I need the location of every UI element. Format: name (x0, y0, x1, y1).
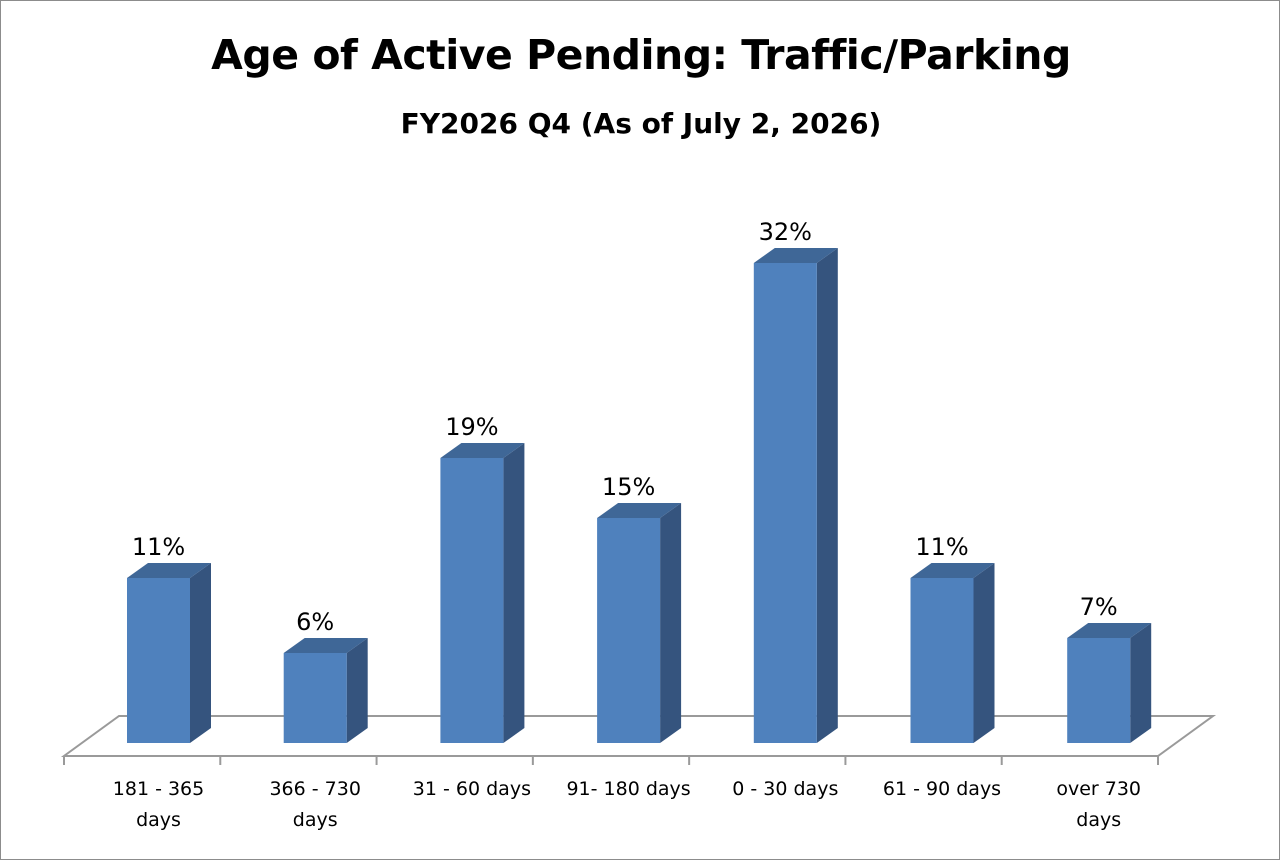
data-label: 7% (1080, 593, 1118, 621)
x-tick-label: 31 - 60 days (413, 778, 531, 800)
data-label: 6% (296, 608, 334, 636)
bar-top (127, 563, 211, 578)
chart-title: Age of Active Pending: Traffic/Parking (211, 31, 1071, 79)
bar-side (973, 563, 995, 743)
bar (597, 518, 661, 743)
bar (1067, 638, 1131, 743)
data-label: 32% (759, 218, 812, 246)
bar (127, 578, 190, 743)
bar-top (440, 443, 525, 458)
bar (910, 578, 974, 743)
bar (283, 653, 347, 743)
bar-top (910, 563, 995, 578)
data-label: 19% (445, 413, 498, 441)
x-tick-label: 366 - 730 (269, 778, 360, 800)
x-tick-label: days (136, 809, 181, 831)
bar-side (503, 443, 525, 743)
bar-top (597, 503, 682, 518)
data-label: 15% (602, 473, 655, 501)
x-tick-label: days (293, 809, 338, 831)
x-tick-label: days (1076, 809, 1121, 831)
x-tick-label: 91- 180 days (566, 778, 690, 800)
x-tick-label: over 730 (1056, 778, 1141, 800)
bar (440, 458, 504, 743)
x-tick-label: 181 - 365 (113, 778, 204, 800)
bar-side (816, 248, 838, 743)
bar-top (283, 638, 368, 653)
bar-side (660, 503, 682, 743)
x-tick-label: 61 - 90 days (883, 778, 1001, 800)
bar-top (1067, 623, 1152, 638)
bar (753, 263, 817, 743)
bar-side (346, 638, 368, 743)
chart-subtitle: FY2026 Q4 (As of July 2, 2026) (400, 107, 882, 140)
data-label: 11% (915, 533, 968, 561)
x-tick-label: 0 - 30 days (732, 778, 838, 800)
bar-side (190, 563, 211, 743)
bar-top (753, 248, 838, 263)
bar-side (1130, 623, 1152, 743)
data-label: 11% (132, 533, 185, 561)
